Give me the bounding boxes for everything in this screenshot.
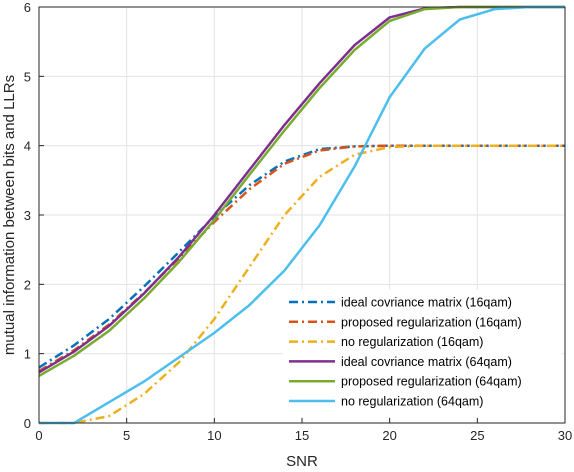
x-tick-label: 30 <box>558 428 572 443</box>
x-tick-label: 15 <box>295 428 309 443</box>
x-tick-label: 10 <box>207 428 221 443</box>
y-tick-label: 1 <box>24 347 31 362</box>
legend-label-0: ideal covriance matrix (16qam) <box>341 296 512 310</box>
y-tick-label: 5 <box>24 69 31 84</box>
y-tick-label: 6 <box>24 0 31 15</box>
legend-label-4: proposed regularization (64qam) <box>341 375 522 389</box>
x-axis-label: SNR <box>286 453 318 470</box>
series-line-2 <box>39 144 565 425</box>
legend-label-3: ideal covriance matrix (64qam) <box>341 355 512 369</box>
legend-box <box>282 289 562 418</box>
x-tick-label: 5 <box>123 428 130 443</box>
x-tick-label: 0 <box>35 428 42 443</box>
y-tick-label: 2 <box>24 277 31 292</box>
legend-label-5: no regularization (64qam) <box>341 395 483 409</box>
y-axis-label: mutual information between bits and LLRs <box>1 75 18 355</box>
legend-label-2: no regularization (16qam) <box>341 335 483 349</box>
series-line-5 <box>39 5 565 425</box>
legend-label-1: proposed regularization (16qam) <box>341 315 522 329</box>
y-tick-label: 3 <box>24 208 31 223</box>
x-tick-label: 20 <box>382 428 396 443</box>
legend: ideal covriance matrix (16qam) proposed r… <box>282 289 562 418</box>
ticks: 0 5 10 15 20 25 30 0 1 2 3 4 5 6 <box>24 0 572 443</box>
x-tick-label: 25 <box>470 428 484 443</box>
y-tick-label: 0 <box>24 416 31 431</box>
y-tick-label: 4 <box>24 139 31 154</box>
